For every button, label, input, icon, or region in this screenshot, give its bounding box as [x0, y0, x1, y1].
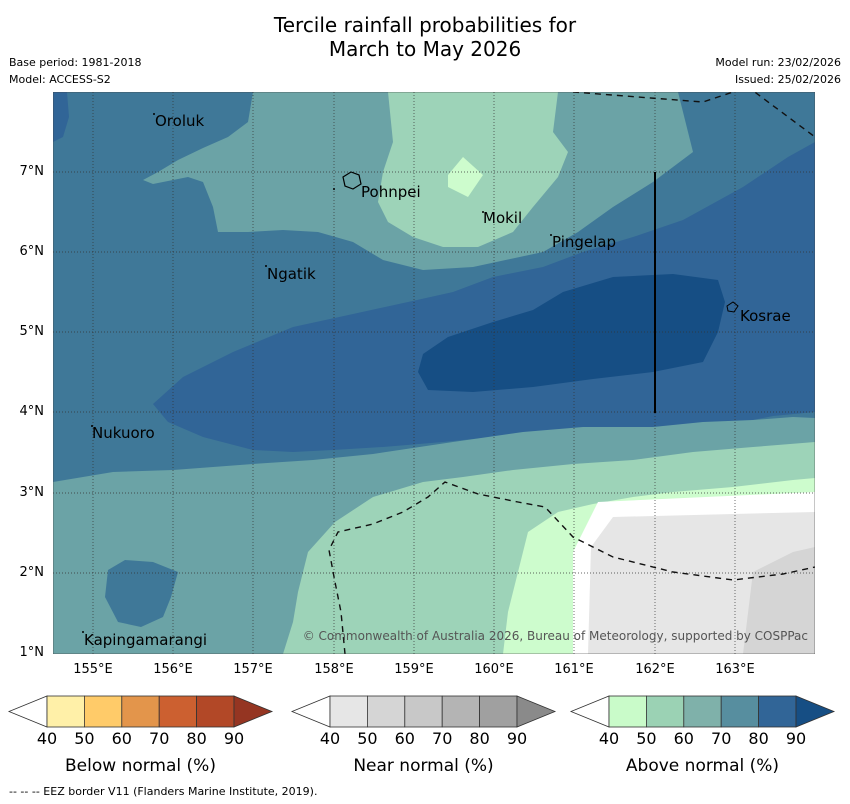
place-label-ngatik: Ngatik: [267, 265, 316, 283]
pohnpei-island-icon: [342, 171, 362, 190]
colorbar-segment: [84, 695, 123, 728]
y-tick-3n: 3°N: [19, 485, 45, 500]
contour-near-50: [743, 547, 815, 654]
copyright-notice: © Commonwealth of Australia 2026, Bureau…: [303, 629, 808, 643]
place-label-oroluk: Oroluk: [155, 112, 204, 130]
metadata-right: Model run: 23/02/2026 Issued: 25/02/2026: [715, 54, 841, 88]
colorbar-segment: [404, 695, 443, 728]
eez-border: [328, 92, 815, 654]
y-tick-5n: 5°N: [19, 324, 45, 339]
colorbar-near: 40 50 60 70 80 90 Near normal (%): [290, 695, 557, 776]
colorbar-below-40-triangle: [569, 695, 610, 728]
graticule: [53, 92, 815, 654]
colorbar-tick-label: 50: [357, 729, 377, 748]
y-tick-1n: 1°N: [19, 645, 45, 660]
x-tick-163e: 163°E: [715, 662, 755, 677]
y-tick-6n: 6°N: [19, 244, 45, 259]
colorbar-tick-label: 50: [74, 729, 94, 748]
colorbar-tick-label: 80: [469, 729, 489, 748]
colorbar-tick-label: 40: [320, 729, 340, 748]
colorbar-segment: [329, 695, 368, 728]
colorbar-below: 40 50 60 70 80 90 Below normal (%): [7, 695, 274, 776]
colorbar-title: Above normal (%): [626, 756, 779, 776]
y-tick-7n: 7°N: [19, 164, 45, 179]
x-tick-158e: 158°E: [314, 662, 354, 677]
colorbar-tick-label: 70: [432, 729, 452, 748]
colorbar-tick-label: 60: [112, 729, 132, 748]
place-label-kosrae: Kosrae: [740, 307, 791, 325]
colorbar-below-40-triangle: [290, 695, 331, 728]
colorbar-tick-label: 90: [507, 729, 527, 748]
map-title: Tercile rainfall probabilities for March…: [0, 13, 850, 61]
colorbar-tick-label: 60: [395, 729, 415, 748]
colorbar-tick-label: 80: [186, 729, 206, 748]
colorbar-segment: [366, 695, 406, 728]
colorbar-above: 40 50 60 70 80 90 Above normal (%): [569, 695, 836, 776]
contour-above-80: [153, 142, 815, 452]
contour-above-80-west: [53, 92, 69, 142]
colorbar-segment: [720, 695, 760, 728]
place-label-mokil: Mokil: [483, 209, 522, 227]
colorbar-tick-label: 40: [599, 729, 619, 748]
x-tick-160e: 160°E: [474, 662, 514, 677]
colorbar-tick-label: 90: [224, 729, 244, 748]
place-label-pingelap: Pingelap: [552, 233, 616, 251]
colorbar-above-90-triangle: [795, 695, 836, 728]
colorbar-segment: [46, 695, 85, 728]
x-tick-155e: 155°E: [73, 662, 113, 677]
colorbar-tick-label: 60: [674, 729, 694, 748]
x-tick-157e: 157°E: [233, 662, 273, 677]
atoll-markers: [82, 113, 552, 633]
title-line-2: March to May 2026: [328, 37, 522, 61]
metadata-left: Base period: 1981-2018 Model: ACCESS-S2: [9, 54, 141, 88]
colorbar-title: Near normal (%): [353, 756, 493, 776]
colorbar-segment: [683, 695, 722, 728]
colorbar-below-40-triangle: [7, 695, 48, 728]
y-tick-4n: 4°N: [19, 404, 45, 419]
colorbar-segment: [758, 695, 797, 728]
colorbar-above-90-triangle: [516, 695, 557, 728]
colorbar-tick-label: 40: [37, 729, 57, 748]
colorbar-tick-label: 70: [149, 729, 169, 748]
colorbar-segment: [646, 695, 685, 728]
colorbar-tick-label: 80: [748, 729, 768, 748]
issued-date: Issued: 25/02/2026: [734, 73, 841, 86]
forecast-map: Oroluk Pohnpei Mokil Pingelap Ngatik Kos…: [53, 92, 815, 654]
contour-above-70-southwest: [105, 560, 178, 627]
colorbar-tick-label: 90: [786, 729, 806, 748]
eez-footnote: -- -- -- EEZ border V11 (Flanders Marine…: [9, 785, 318, 798]
colorbar-above-90-triangle: [233, 695, 274, 728]
place-label-pohnpei: Pohnpei: [361, 183, 421, 201]
contour-above-40-north: [448, 157, 483, 197]
colorbar-tick-label: 70: [711, 729, 731, 748]
model-run-date: Model run: 23/02/2026: [715, 56, 841, 69]
contour-above-90: [418, 274, 725, 392]
colorbar-segment: [479, 695, 518, 728]
title-line-1: Tercile rainfall probabilities for: [273, 13, 577, 37]
place-label-kapingamarangi: Kapingamarangi: [84, 631, 207, 649]
colorbar-title: Below normal (%): [65, 756, 216, 776]
colorbar-segment: [608, 695, 647, 728]
legend-colorbars: 40 50 60 70 80 90 Below normal (%) 40 50 60 70 80 9…: [7, 695, 836, 776]
x-tick-161e: 161°E: [554, 662, 594, 677]
colorbar-segment: [196, 695, 235, 728]
base-period: Base period: 1981-2018: [9, 56, 142, 69]
y-tick-2n: 2°N: [19, 565, 45, 580]
model-name: Model: ACCESS-S2: [9, 73, 111, 86]
colorbar-segment: [121, 695, 160, 728]
colorbar-segment: [441, 695, 481, 728]
x-tick-156e: 156°E: [153, 662, 193, 677]
colorbar-segment: [158, 695, 197, 728]
place-label-nukuoro: Nukuoro: [92, 424, 155, 442]
x-tick-159e: 159°E: [394, 662, 434, 677]
kosrae-island-icon: [726, 301, 739, 313]
x-tick-162e: 162°E: [635, 662, 675, 677]
colorbar-tick-label: 50: [636, 729, 656, 748]
